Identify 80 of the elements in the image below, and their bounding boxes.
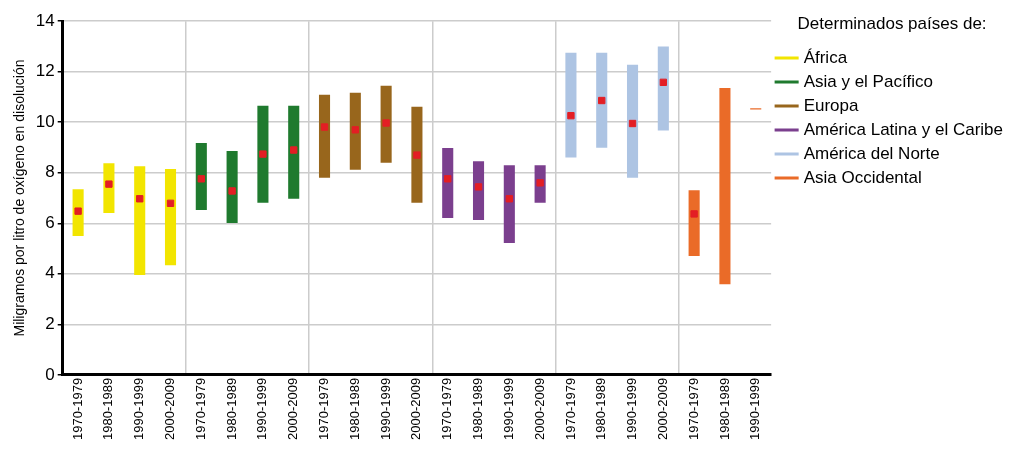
point bbox=[166, 199, 175, 207]
point bbox=[536, 179, 544, 187]
point bbox=[320, 123, 329, 131]
legend-label: Asia Occidental bbox=[803, 167, 922, 187]
y-tick-label: 8 bbox=[45, 162, 55, 182]
x-tick-label: 1970-1979 bbox=[685, 377, 701, 440]
y-tick-label: 4 bbox=[45, 263, 55, 283]
point bbox=[505, 195, 514, 203]
bar bbox=[688, 190, 700, 257]
bar bbox=[380, 85, 392, 163]
x-tick-label: 2000-2009 bbox=[162, 377, 178, 440]
x-tick-label: 1970-1979 bbox=[69, 377, 85, 440]
bar bbox=[349, 92, 361, 170]
bar bbox=[103, 163, 115, 213]
y-tick-label: 12 bbox=[35, 61, 55, 81]
point bbox=[690, 210, 698, 218]
bar bbox=[472, 161, 485, 220]
y-tick-label: 6 bbox=[45, 212, 55, 232]
point bbox=[259, 150, 267, 158]
x-tick-label: 1980-1989 bbox=[100, 377, 116, 440]
x-tick-label: 1970-1979 bbox=[439, 377, 455, 440]
legend-label: América Latina y el Caribe bbox=[803, 119, 1004, 139]
bar bbox=[657, 46, 669, 131]
x-tick-label: 2000-2009 bbox=[654, 377, 670, 440]
bar bbox=[442, 148, 454, 218]
y-tick-label: 2 bbox=[45, 314, 55, 333]
bar bbox=[226, 151, 238, 224]
legend-label: Asia y el Pacífico bbox=[803, 71, 934, 91]
bar bbox=[565, 52, 577, 158]
bar bbox=[411, 106, 423, 203]
bar bbox=[626, 64, 639, 178]
x-tick-label: 1990-1999 bbox=[377, 377, 393, 440]
bar bbox=[503, 165, 515, 243]
x-tick-label: 1980-1989 bbox=[716, 377, 732, 440]
legend-label: Europa bbox=[803, 95, 859, 115]
point bbox=[290, 146, 298, 154]
y-tick-label: 0 bbox=[45, 364, 55, 384]
y-tick-label: 10 bbox=[35, 111, 55, 131]
point bbox=[659, 78, 668, 87]
point bbox=[567, 111, 575, 120]
point bbox=[382, 119, 390, 127]
x-tick-label: 1990-1999 bbox=[131, 377, 147, 440]
point bbox=[598, 96, 606, 105]
point bbox=[74, 207, 82, 215]
x-tick-label: 1980-1989 bbox=[346, 377, 362, 440]
point bbox=[628, 119, 637, 128]
point bbox=[351, 126, 359, 134]
bar bbox=[134, 166, 146, 276]
x-tick-label: 1980-1989 bbox=[593, 377, 609, 440]
bar bbox=[596, 52, 608, 148]
point bbox=[444, 175, 452, 183]
legend-label: América del Norte bbox=[803, 143, 940, 163]
x-tick-label: 1990-1999 bbox=[254, 377, 270, 440]
point bbox=[105, 180, 113, 188]
point bbox=[136, 195, 144, 203]
x-tick-label: 2000-2009 bbox=[285, 377, 301, 440]
point bbox=[474, 183, 483, 191]
x-tick-label: 1990-1999 bbox=[747, 377, 763, 440]
bar bbox=[164, 168, 177, 266]
x-tick-label: 1980-1989 bbox=[223, 377, 239, 440]
y-tick-label: 14 bbox=[35, 10, 55, 30]
legend-label: África bbox=[803, 47, 848, 67]
legend-title: Determinados países de: bbox=[797, 14, 987, 34]
x-tick-label: 2000-2009 bbox=[531, 377, 547, 440]
x-tick-label: 1980-1989 bbox=[470, 377, 486, 440]
x-tick-label: 1990-1999 bbox=[500, 377, 516, 440]
bar bbox=[318, 94, 331, 178]
bar bbox=[257, 105, 269, 203]
x-tick-label: 1970-1979 bbox=[562, 377, 578, 440]
point bbox=[413, 151, 421, 159]
point bbox=[228, 187, 236, 195]
y-axis-title: Miligramos por litro de oxígeno en disolución bbox=[11, 59, 28, 337]
bar bbox=[719, 87, 731, 285]
bar bbox=[195, 142, 207, 210]
x-tick-label: 1970-1979 bbox=[316, 377, 332, 440]
point bbox=[197, 175, 205, 183]
x-tick-label: 1970-1979 bbox=[192, 377, 208, 440]
x-tick-label: 1990-1999 bbox=[624, 377, 640, 440]
x-tick-label: 2000-2009 bbox=[408, 377, 424, 440]
bar bbox=[288, 105, 300, 199]
